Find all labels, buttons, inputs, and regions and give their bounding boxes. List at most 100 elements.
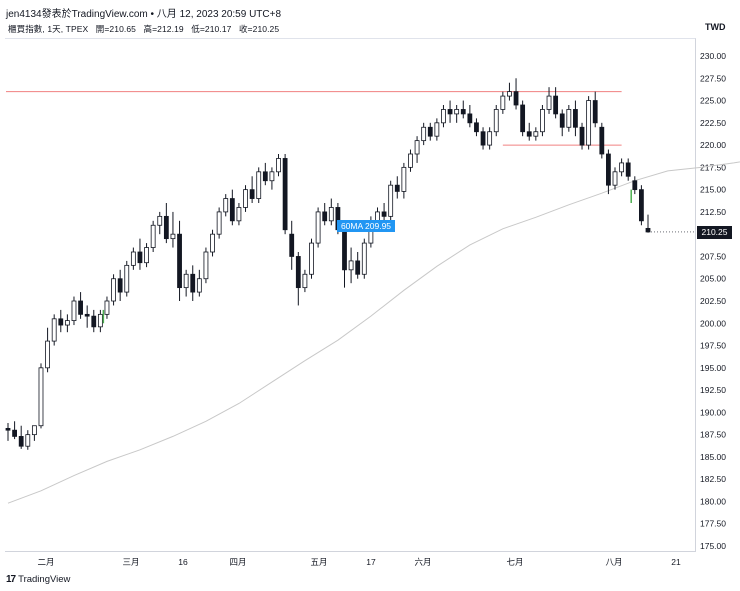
candle-body (262, 171, 268, 182)
y-tick-label: 190.00 (700, 407, 726, 417)
candle-body (216, 211, 222, 235)
candle-body (104, 300, 110, 315)
candle-body (460, 109, 466, 115)
candle-body (361, 242, 367, 275)
candle-body (328, 207, 334, 222)
candle-body (71, 300, 77, 322)
symbol-info: 櫃買指數, 1天, TPEX 開=210.65 高=212.19 低=210.1… (8, 23, 284, 35)
candle-body (645, 227, 651, 233)
x-tick-label: 16 (178, 557, 188, 567)
candle-body (632, 180, 638, 191)
open-value: 開=210.65 (95, 24, 137, 34)
candle-body (599, 126, 605, 155)
tradingview-mark-icon: 17 (6, 574, 16, 585)
candle-body (487, 131, 493, 146)
candle-body (38, 367, 44, 427)
candle-body (25, 434, 31, 447)
candle-body (355, 260, 361, 275)
candle-body (170, 233, 176, 240)
candle-body (256, 171, 262, 199)
y-tick-label: 222.50 (700, 118, 726, 128)
candle-body (619, 162, 625, 173)
candle-body (97, 313, 103, 328)
y-tick-label: 212.50 (700, 207, 726, 217)
candle-body (566, 109, 572, 128)
moving-average-line (7, 161, 740, 504)
candle-body (309, 242, 314, 275)
candle-body (441, 109, 446, 124)
candle-body (289, 233, 295, 257)
candle-body (177, 233, 182, 289)
candle-body (78, 300, 83, 315)
y-tick-label: 200.00 (700, 318, 726, 328)
candle-body (533, 131, 539, 137)
candle-body (124, 264, 130, 293)
candle-body (414, 140, 420, 155)
candle-body (480, 131, 486, 146)
candle-body (58, 318, 64, 326)
candle-body (513, 91, 519, 106)
candle-body (493, 109, 499, 133)
candle-body (130, 251, 136, 266)
candle-body (447, 109, 453, 115)
y-tick-label: 197.50 (700, 341, 726, 351)
candle-body (348, 260, 354, 271)
candle-body (282, 158, 288, 231)
candle-body (553, 95, 559, 115)
candle-body (540, 109, 545, 133)
symbol-name: 櫃買指數, 1天, TPEX (8, 24, 89, 34)
candle-body (434, 122, 440, 137)
candle-body (625, 162, 631, 177)
candle-body (190, 273, 196, 293)
candle-body (421, 126, 427, 142)
candle-body (144, 247, 149, 264)
high-value: 高=212.19 (143, 24, 184, 34)
candle-body (467, 113, 473, 124)
publisher-credit: jen4134發表於TradingView.com • 八月 12, 2023 … (6, 9, 282, 20)
candle-body (163, 215, 169, 240)
tradingview-logo[interactable]: 17 TradingView (6, 574, 70, 585)
candle-body (454, 109, 460, 115)
candle-body (229, 198, 235, 222)
candle-body (526, 131, 532, 137)
candle-body (150, 224, 156, 248)
y-tick-label: 202.50 (700, 296, 726, 306)
ma-label-tag: 60MA 209.95 (337, 220, 395, 232)
candle-body (302, 273, 308, 289)
x-tick-label: 六月 (414, 557, 431, 567)
candle-body (45, 340, 50, 369)
candle-body (408, 153, 413, 168)
x-tick-label: 八月 (605, 557, 622, 567)
y-tick-label: 205.00 (700, 274, 726, 284)
y-tick-label: 225.00 (700, 96, 726, 106)
candle-body (315, 211, 321, 244)
y-tick-label: 182.50 (700, 474, 726, 484)
candle-body (84, 313, 90, 317)
candle-body (18, 436, 24, 447)
y-tick-label: 215.00 (700, 185, 726, 195)
candle-body (249, 189, 255, 199)
candle-body (606, 153, 611, 186)
candle-body (137, 251, 143, 264)
candle-body (31, 425, 37, 436)
candle-body (183, 273, 189, 289)
candle-body (12, 429, 17, 437)
candle-body (639, 189, 644, 222)
candle-body (401, 166, 407, 192)
candle-body (592, 100, 598, 124)
y-tick-label: 180.00 (700, 496, 726, 506)
y-tick-label: 227.50 (700, 73, 726, 83)
y-tick-label: 175.00 (700, 541, 726, 551)
y-tick-label: 230.00 (700, 51, 726, 61)
candle-body (111, 278, 116, 302)
candle-body (91, 315, 97, 328)
candle-body (612, 171, 618, 186)
x-tick-label: 三月 (122, 557, 139, 567)
candle-body (388, 184, 394, 217)
candle-body (573, 109, 578, 128)
candle-body (203, 251, 209, 280)
x-tick-label: 二月 (37, 557, 54, 567)
low-value: 低=210.17 (191, 24, 232, 34)
candle-body (117, 278, 123, 293)
